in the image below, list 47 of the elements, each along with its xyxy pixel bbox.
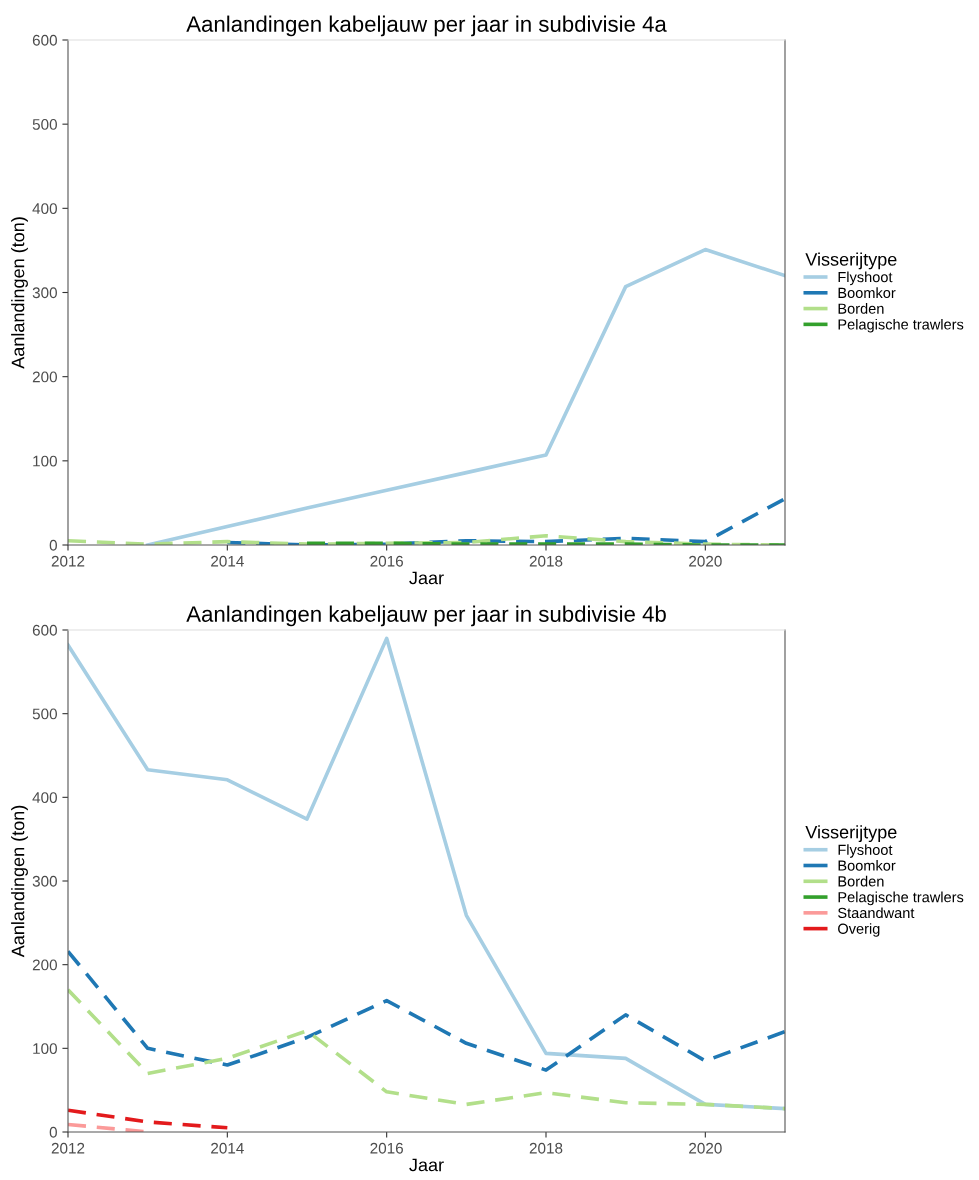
legend-label: Staandwant: [838, 907, 915, 919]
x-tick-label: 2020: [689, 555, 722, 567]
x-tick-label: 2012: [51, 555, 85, 567]
legend-title: Visserijtype: [805, 252, 897, 270]
legend-label: Flyshoot: [838, 271, 893, 286]
legend-label: Overig: [838, 923, 880, 937]
y-tick-label: 600: [32, 624, 57, 636]
legend-label: Pelagische trawlers: [838, 891, 964, 906]
x-tick-label: 2020: [689, 1142, 722, 1154]
legend-title: Visserijtype: [805, 825, 897, 843]
y-tick-label: 0: [49, 1126, 57, 1138]
x-axis-title: Jaar: [409, 571, 444, 585]
y-tick-label: 400: [32, 792, 57, 804]
line-series: [68, 636, 785, 1111]
y-axis-title: Aanlandingen (ton): [11, 217, 28, 369]
y-tick-label: 600: [32, 34, 57, 46]
line-series: [68, 987, 785, 1111]
y-tick-label: 500: [32, 708, 57, 720]
line-series: [68, 949, 785, 1072]
chart-title: Aanlandingen kabeljauw per jaar in subdivisie 4b: [186, 605, 666, 627]
legend-label: Borden: [838, 875, 884, 887]
y-axis-title: Aanlandingen (ton): [11, 805, 28, 958]
legend-label: Borden: [838, 303, 884, 314]
y-tick-label: 100: [33, 1043, 57, 1055]
x-tick-label: 2012: [51, 1142, 85, 1154]
y-tick-label: 300: [32, 875, 57, 887]
x-tick-label: 2016: [370, 1142, 403, 1154]
y-tick-label: 300: [32, 287, 57, 299]
x-axis-title: Jaar: [409, 1158, 444, 1172]
legend-label: Pelagische trawlers: [838, 318, 964, 333]
line-series: [145, 247, 785, 545]
y-tick-label: 200: [32, 959, 57, 971]
y-tick-label: 100: [33, 455, 57, 467]
line-series: [225, 496, 785, 545]
x-tick-label: 2016: [370, 555, 403, 567]
x-tick-label: 2018: [529, 1142, 563, 1154]
y-tick-label: 200: [32, 371, 57, 383]
x-tick-label: 2018: [529, 555, 563, 567]
y-tick-label: 400: [32, 203, 57, 215]
x-tick-label: 2014: [211, 1142, 244, 1154]
chart-title: Aanlandingen kabeljauw per jaar in subdivisie 4a: [186, 15, 667, 37]
y-tick-label: 0: [49, 539, 57, 551]
legend-label: Boomkor: [838, 860, 896, 871]
y-tick-label: 500: [32, 119, 57, 130]
x-tick-label: 2014: [211, 555, 244, 567]
legend-label: Flyshoot: [838, 844, 893, 858]
legend-label: Boomkor: [838, 287, 896, 299]
